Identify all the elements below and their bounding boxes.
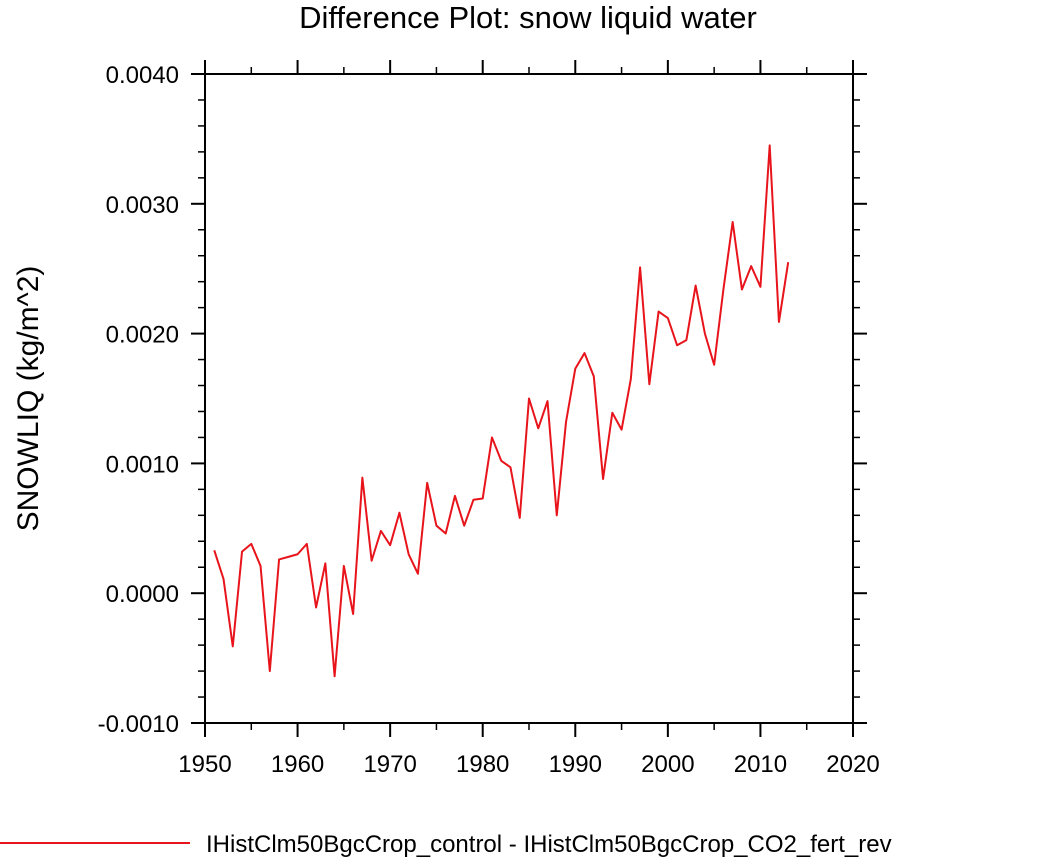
y-tick-label: 0.0040 — [106, 62, 179, 89]
x-tick-label: 1960 — [271, 751, 324, 778]
x-tick-label: 1990 — [549, 751, 602, 778]
plot-area-frame — [204, 73, 854, 724]
y-tick-label: 0.0000 — [106, 581, 179, 608]
chart-title: Difference Plot: snow liquid water — [299, 0, 757, 35]
x-tick-label: 2020 — [826, 751, 879, 778]
y-tick-label: -0.0010 — [98, 711, 179, 738]
ticks-layer — [191, 60, 867, 737]
y-tick-label: 0.0030 — [106, 192, 179, 219]
x-tick-label: 1980 — [456, 751, 509, 778]
legend-label: IHistClm50BgcCrop_control - IHistClm50Bg… — [206, 831, 892, 858]
series-line-0 — [213, 144, 790, 678]
y-tick-label: 0.0020 — [106, 322, 179, 349]
x-tick-label: 1970 — [363, 751, 416, 778]
x-tick-label: 2010 — [734, 751, 787, 778]
x-tick-label: 1950 — [178, 751, 231, 778]
y-tick-label: 0.0010 — [106, 451, 179, 478]
legend: IHistClm50BgcCrop_control - IHistClm50Bg… — [0, 831, 892, 858]
tick-labels-layer: 1950 1960 1970 1980 1990 2000 2010 2020 -0.0010 0… — [98, 62, 880, 778]
x-tick-label: 2000 — [641, 751, 694, 778]
y-axis-label: SNOWLIQ (kg/m^2) — [12, 266, 45, 532]
series-layer — [213, 144, 790, 678]
